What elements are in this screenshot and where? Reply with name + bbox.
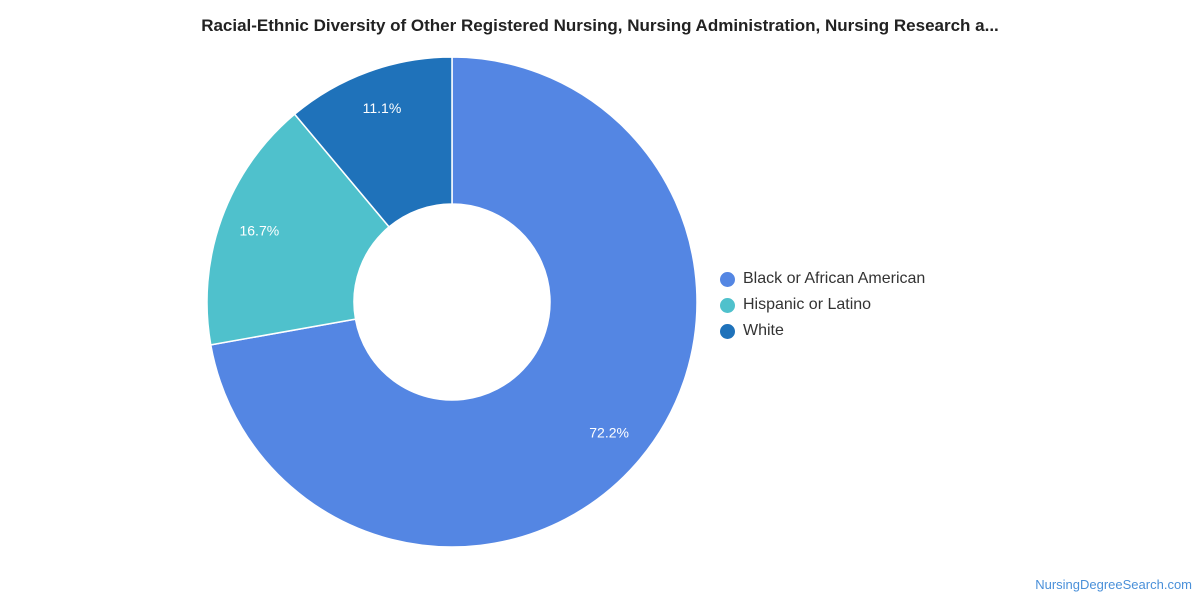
- slice-white[interactable]: [293, 56, 453, 228]
- watermark: NursingDegreeSearch.com: [1035, 577, 1192, 592]
- slice-black-or-african-american[interactable]: [209, 56, 698, 548]
- legend-label: White: [743, 322, 784, 339]
- legend-item-hispanic-or-latino[interactable]: Hispanic or Latino: [720, 292, 925, 318]
- slice-hispanic-or-latino[interactable]: [206, 113, 391, 346]
- chart-title: Racial-Ethnic Diversity of Other Registe…: [201, 16, 999, 35]
- slice-label-hispanic-or-latino: 16.7%: [239, 223, 279, 239]
- legend-item-white[interactable]: White: [720, 318, 925, 344]
- legend-swatch: [720, 271, 735, 287]
- chart-legend: Black or African American Hispanic or Lat…: [720, 266, 925, 344]
- legend-swatch: [720, 297, 735, 313]
- legend-item-black-or-african-american[interactable]: Black or African American: [720, 266, 925, 292]
- legend-label: Hispanic or Latino: [743, 296, 872, 313]
- slice-label-black-or-african-american: 72.2%: [589, 424, 629, 440]
- legend-swatch: [720, 323, 735, 339]
- legend-label: Black or African American: [743, 270, 926, 287]
- slice-label-white: 11.1%: [363, 100, 402, 116]
